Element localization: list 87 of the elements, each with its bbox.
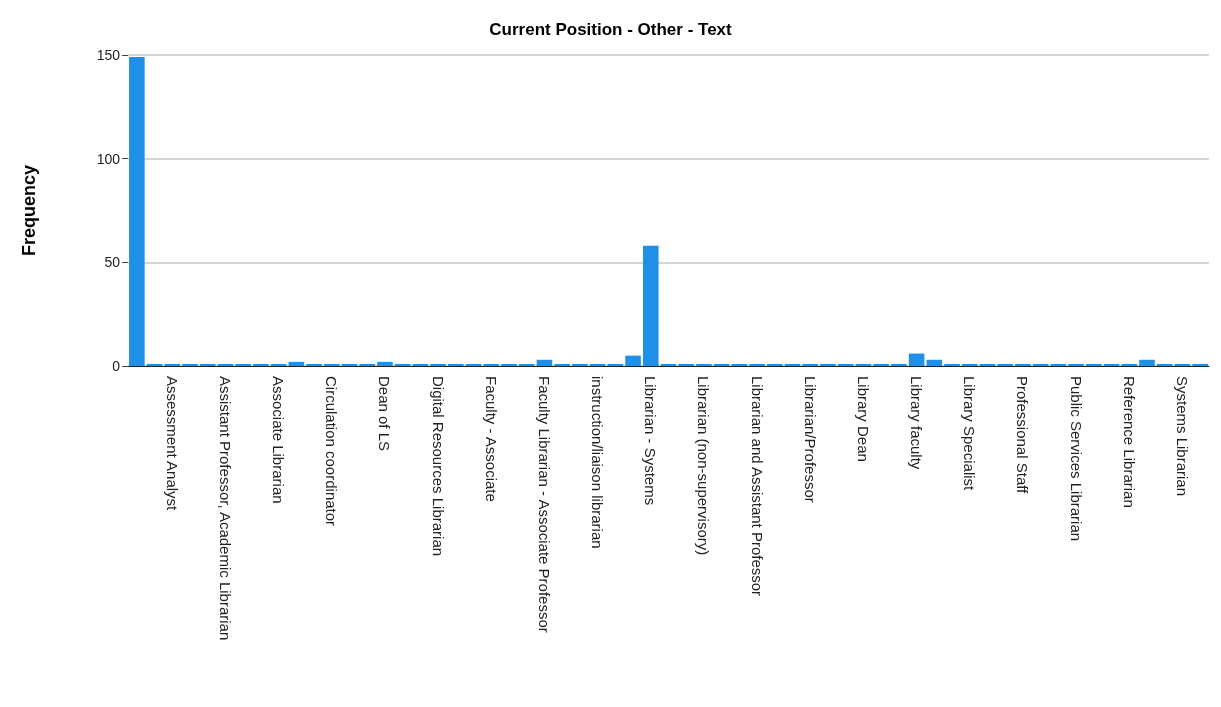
bar <box>1121 363 1138 366</box>
bar <box>873 363 889 366</box>
bar <box>749 363 765 366</box>
x-tick-label: Dean of LS <box>376 376 394 452</box>
x-tick-label: Librarian and Assistant Professor <box>748 376 766 597</box>
bar <box>199 363 216 366</box>
bar <box>217 363 234 366</box>
bar <box>731 363 748 366</box>
x-tick-label: Associate Librarian <box>270 376 288 504</box>
bar <box>660 363 677 366</box>
bar <box>908 353 925 366</box>
bar <box>997 363 1013 366</box>
bar <box>678 363 695 366</box>
x-tick-label: Library Specialist <box>961 376 979 492</box>
x-tick-label: Assessment Analyst <box>163 376 181 512</box>
bar <box>253 363 269 366</box>
bar <box>837 363 854 366</box>
bar <box>642 245 659 366</box>
bar <box>448 363 464 366</box>
bar <box>129 57 145 366</box>
x-tick-label: Public Services Librarian <box>1067 376 1085 542</box>
bar <box>1156 363 1173 366</box>
bar <box>554 363 570 366</box>
y-tick-label: 0 <box>112 358 121 374</box>
bar <box>767 363 783 366</box>
bar <box>394 363 411 366</box>
bar <box>1192 363 1208 366</box>
x-tick-label: Faculty - Associate <box>482 376 500 502</box>
x-tick-label: instruction/liaison librarian <box>589 376 607 549</box>
bar <box>465 363 482 366</box>
x-tick-label: Professional Staff <box>1014 376 1032 495</box>
bar <box>696 363 712 366</box>
bar <box>182 363 198 366</box>
bar <box>589 363 606 366</box>
x-tick-label: Systems Librarian <box>1173 376 1191 497</box>
bar <box>1139 359 1155 366</box>
bar <box>536 359 553 366</box>
x-tick-label: Circulation coordinator <box>323 376 341 527</box>
x-tick-label: Library Dean <box>854 376 872 462</box>
x-tick-label: Digital Resources Librarian <box>429 376 447 557</box>
bar <box>1174 363 1191 366</box>
bar <box>1068 363 1084 366</box>
bar <box>483 363 500 366</box>
bar <box>341 363 358 366</box>
bar <box>412 363 429 366</box>
bar <box>855 363 872 366</box>
bar <box>377 361 393 366</box>
bar <box>288 361 305 366</box>
bar <box>501 363 517 366</box>
chart-title: Current Position - Other - Text <box>489 20 733 39</box>
x-tick-label: Assistant Professor, Academic Librarian <box>216 376 234 641</box>
bar <box>926 359 943 366</box>
bar <box>713 363 730 366</box>
bar <box>164 363 181 366</box>
y-axis-title: Frequency <box>19 164 39 257</box>
bar <box>518 363 535 366</box>
bar <box>306 363 322 366</box>
bar <box>944 363 960 366</box>
x-tick-label: Reference Librarian <box>1120 376 1138 508</box>
bar <box>430 363 446 366</box>
bar <box>1103 363 1120 366</box>
bar <box>235 363 251 366</box>
bar <box>961 363 978 366</box>
y-tick-label: 150 <box>96 47 121 63</box>
bar <box>359 363 376 366</box>
bar <box>1050 363 1067 366</box>
bar <box>146 363 163 366</box>
bar <box>1015 363 1031 366</box>
y-tick-label: 100 <box>96 150 121 167</box>
bar <box>270 363 287 366</box>
bar <box>572 363 588 366</box>
bar <box>820 363 836 366</box>
bar <box>607 363 624 366</box>
bar <box>891 363 907 366</box>
bar <box>625 355 641 366</box>
bar <box>784 363 801 366</box>
bar <box>1032 363 1049 366</box>
x-tick-label: Librarian - Systems <box>642 376 660 506</box>
x-tick-label: Library faculty <box>908 376 926 470</box>
x-tick-label: Librarian (non-supervisory) <box>695 376 713 556</box>
y-tick-label: 50 <box>104 254 121 271</box>
bar <box>1086 363 1102 366</box>
bar <box>324 363 340 366</box>
bar <box>802 363 819 366</box>
bar <box>979 363 996 366</box>
x-tick-label: Librarian/Professor <box>801 376 819 503</box>
x-tick-label: Faculty Librarian - Associate Professor <box>535 376 553 633</box>
